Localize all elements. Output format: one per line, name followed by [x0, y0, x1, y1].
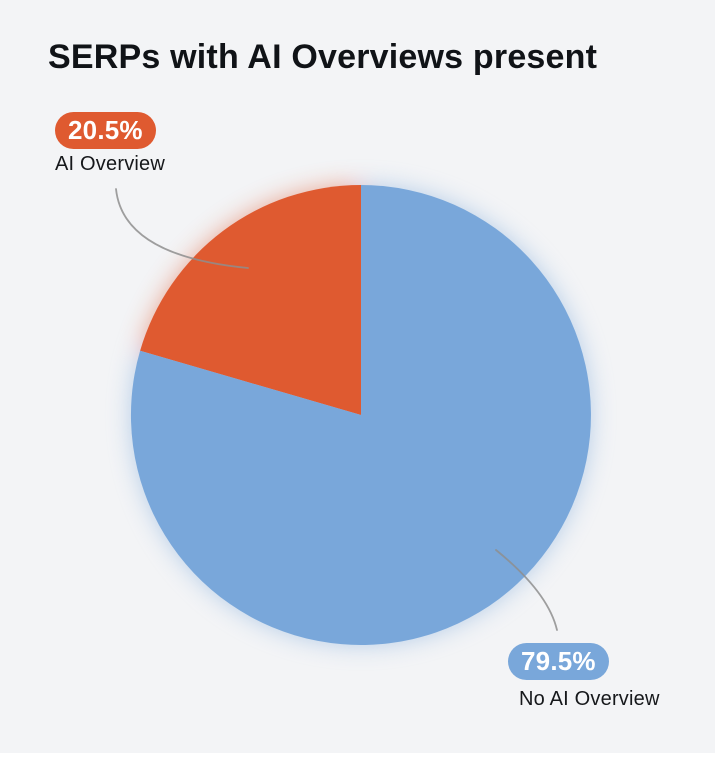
no-ai-overview-percent-badge: 79.5%: [508, 643, 609, 680]
leader-line-no-ai-overview: [495, 549, 558, 631]
chart-title: SERPs with AI Overviews present: [48, 38, 598, 76]
leader-line-ai-overview: [115, 188, 249, 269]
pie-slice-ai-overview[interactable]: [140, 185, 361, 415]
ai-overview-label: AI Overview: [55, 153, 166, 175]
chart-card: SERPs with AI Overviews present 20.5% AI…: [0, 0, 715, 753]
pie-slice-no-ai-overview[interactable]: [130, 185, 591, 645]
ai-overview-percent-badge: 20.5%: [55, 112, 156, 149]
no-ai-overview-label: No AI Overview: [519, 688, 660, 710]
